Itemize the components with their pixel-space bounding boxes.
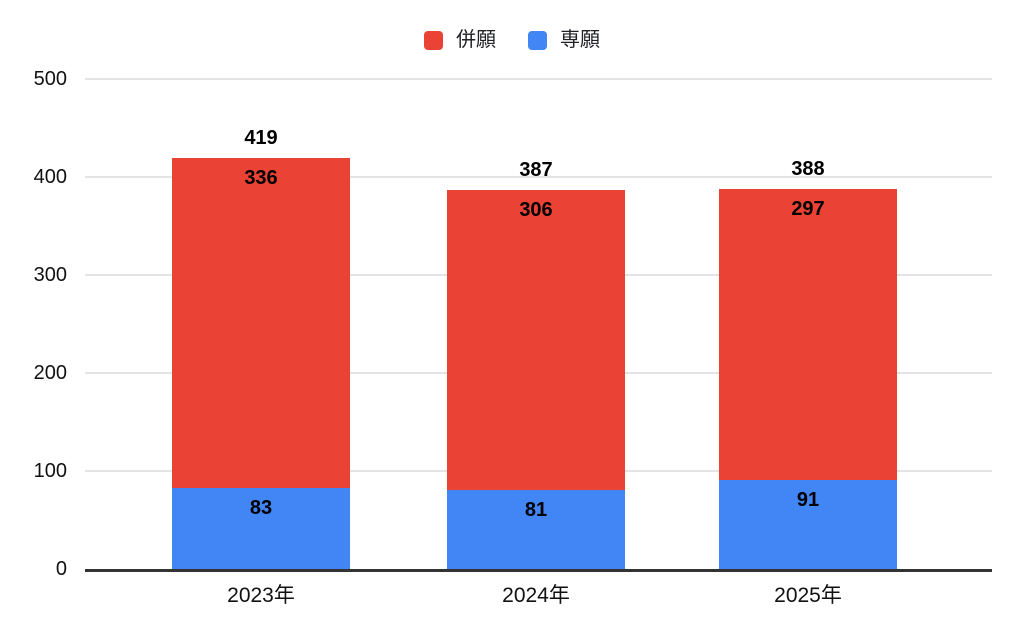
legend-swatch-icon xyxy=(528,30,547,50)
legend-label: 専願 xyxy=(560,29,600,51)
bar-segment: 306 xyxy=(447,189,625,490)
bar-segment-label: 306 xyxy=(519,198,553,221)
bar-column: 83 336 xyxy=(172,79,350,569)
legend-item: 専願 xyxy=(528,30,600,50)
bar-segment: 83 xyxy=(172,487,350,569)
bar-segment-label: 336 xyxy=(244,167,278,190)
bar-segment: 297 xyxy=(719,188,897,480)
bar-segment-label: 91 xyxy=(796,488,820,511)
gridline xyxy=(85,176,992,178)
bar-column: 91 297 xyxy=(719,79,897,569)
legend-item: 併願 xyxy=(424,30,496,50)
x-axis-line xyxy=(85,569,992,572)
bar-total-label: 388 xyxy=(791,157,825,180)
bar-segment-label: 83 xyxy=(249,496,273,519)
bar-segment-label: 81 xyxy=(524,498,548,521)
bar-segment: 91 xyxy=(719,479,897,569)
bar-total-label: 419 xyxy=(244,127,278,150)
gridline xyxy=(85,78,992,80)
bar-segment: 81 xyxy=(447,489,625,569)
y-axis-tick-label: 0 xyxy=(55,558,67,580)
chart-legend: 併願 専願 xyxy=(0,30,1024,50)
legend-swatch-icon xyxy=(424,30,443,50)
x-axis-tick-label: 2025年 xyxy=(774,584,842,607)
bar-total-label: 387 xyxy=(519,158,553,181)
legend-label: 併願 xyxy=(456,29,496,51)
y-axis-tick-label: 300 xyxy=(33,264,67,286)
y-axis-tick-label: 400 xyxy=(33,166,67,188)
y-axis-tick-label: 100 xyxy=(33,460,67,482)
y-axis-tick-label: 200 xyxy=(33,362,67,384)
bar-segment-label: 297 xyxy=(791,197,825,220)
y-axis-tick-label: 500 xyxy=(33,68,67,90)
bar-column: 81 306 xyxy=(447,79,625,569)
x-axis-tick-label: 2023年 xyxy=(227,584,295,607)
x-axis-tick-label: 2024年 xyxy=(502,584,570,607)
bar-segment: 336 xyxy=(172,158,350,488)
